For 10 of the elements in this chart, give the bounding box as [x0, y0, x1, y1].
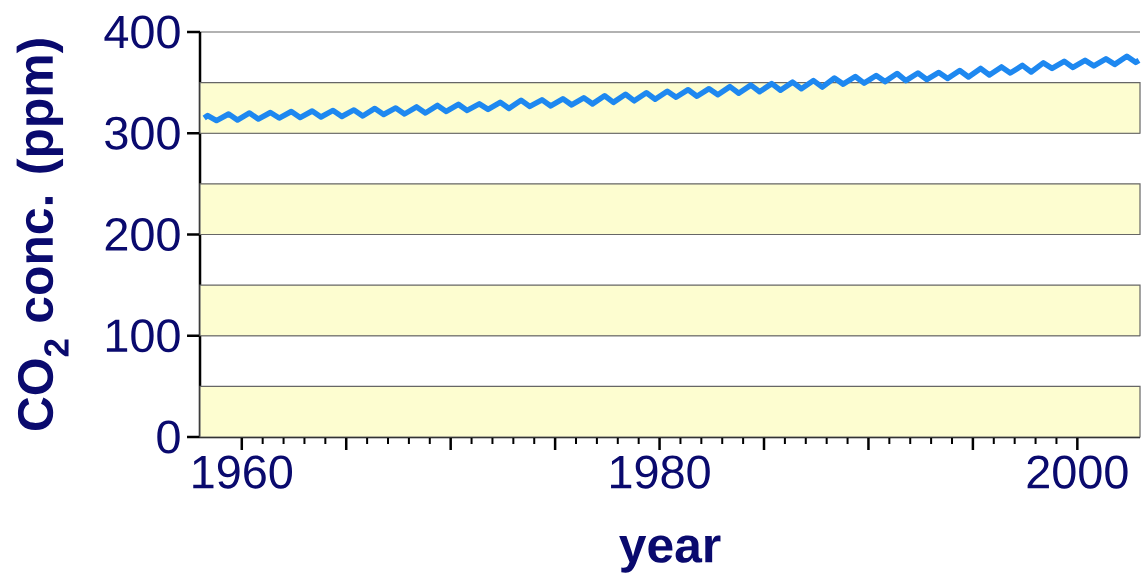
- y-tick-label: 0: [157, 420, 180, 454]
- y-tick-label: 100: [106, 319, 180, 353]
- x-tick-label: 2000: [1027, 455, 1128, 489]
- y-tick-label: 200: [105, 217, 180, 252]
- x-tick-label: 1960: [193, 455, 293, 489]
- y-axis-title: CO$_{2}$ conc. (ppm): [16, 39, 69, 431]
- x-axis-title: year: [619, 535, 721, 573]
- y-tick-label: 300: [105, 116, 180, 150]
- x-tick-label: 1980: [611, 455, 710, 489]
- y-tick-label: 400: [104, 15, 180, 49]
